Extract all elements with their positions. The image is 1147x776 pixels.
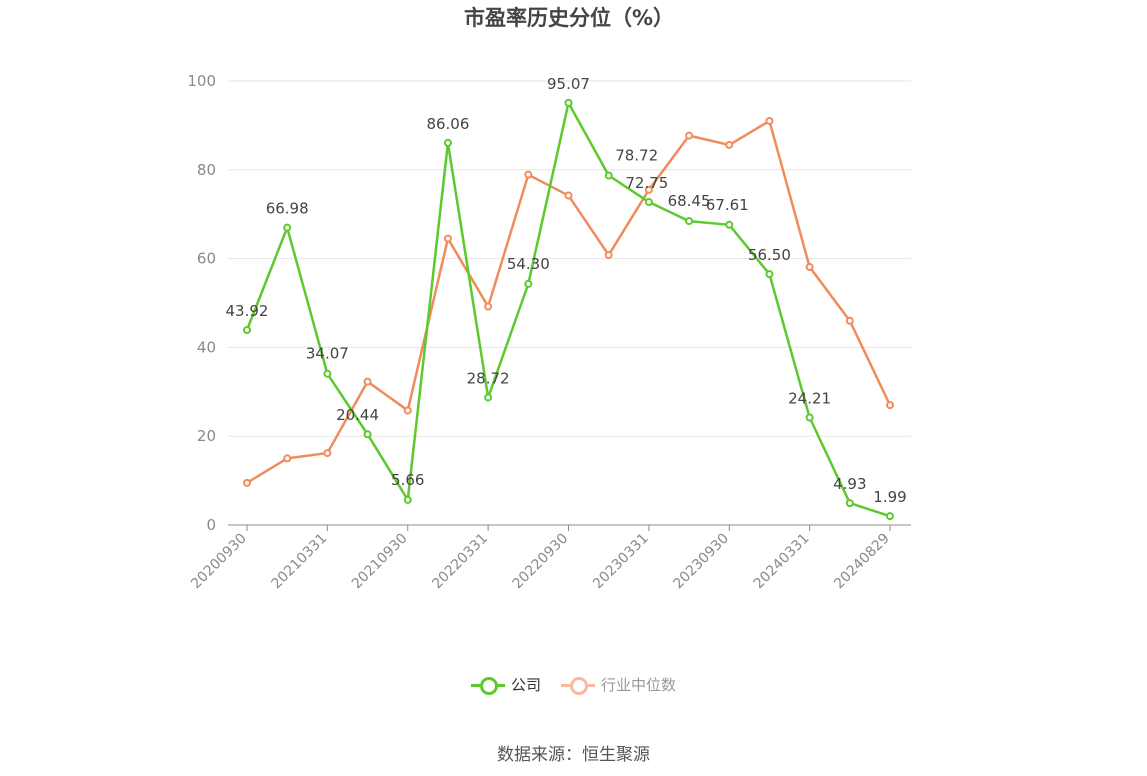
grid bbox=[228, 80, 911, 437]
legend: 公司 行业中位数 bbox=[0, 674, 1147, 695]
x-tick-label: 20240331 bbox=[751, 531, 813, 593]
x-tick-label: 20210331 bbox=[268, 531, 330, 593]
source-note: 数据来源：恒生聚源 bbox=[497, 745, 650, 765]
data-point-0 bbox=[243, 325, 251, 334]
chart-title: 市盈率历史分位（%） bbox=[463, 6, 675, 30]
data-point-0 bbox=[644, 197, 653, 206]
data-point-1 bbox=[564, 191, 573, 200]
series-line-1 bbox=[246, 119, 892, 484]
data-label: 66.98 bbox=[266, 200, 309, 218]
data-labels: 43.92 66.98 34.07 20.44 5.66 86.06 28.72 54.30 9… bbox=[226, 75, 907, 506]
data-point-0 bbox=[403, 495, 412, 504]
data-point-1 bbox=[685, 131, 694, 140]
data-point-0 bbox=[524, 279, 533, 288]
legend-item-company[interactable]: 公司 bbox=[470, 674, 541, 695]
data-point-0 bbox=[443, 138, 452, 147]
legend-label-industry-median: 行业中位数 bbox=[601, 676, 677, 694]
line-chart: 0 20 40 60 80 100 20200930 20210331 20210930 2022… bbox=[187, 72, 911, 592]
data-point-0 bbox=[363, 430, 372, 439]
data-point-1 bbox=[323, 449, 332, 458]
y-tick-label: 80 bbox=[197, 161, 216, 179]
data-label: 67.61 bbox=[706, 196, 749, 214]
x-tick-label: 20220331 bbox=[429, 531, 491, 593]
data-point-0 bbox=[886, 512, 894, 521]
y-tick-label: 0 bbox=[206, 516, 216, 534]
y-tick-label: 40 bbox=[197, 338, 216, 356]
data-label: 1.99 bbox=[873, 488, 906, 506]
data-point-1 bbox=[886, 401, 894, 410]
data-point-0 bbox=[725, 220, 734, 229]
data-point-1 bbox=[283, 454, 292, 463]
data-label: 5.66 bbox=[391, 471, 424, 489]
data-point-0 bbox=[283, 223, 292, 232]
data-label: 24.21 bbox=[788, 390, 831, 408]
data-label: 68.45 bbox=[668, 192, 711, 210]
data-label: 4.93 bbox=[833, 475, 866, 493]
data-point-0 bbox=[323, 369, 332, 378]
data-label: 43.92 bbox=[226, 302, 269, 320]
data-point-1 bbox=[524, 170, 533, 179]
data-point-1 bbox=[363, 377, 372, 386]
data-point-1 bbox=[644, 185, 653, 194]
data-label: 34.07 bbox=[306, 345, 349, 363]
data-point-1 bbox=[403, 406, 412, 415]
y-tick-label: 20 bbox=[197, 427, 216, 445]
data-label: 20.44 bbox=[336, 406, 379, 424]
x-tick-label: 20210930 bbox=[349, 531, 411, 593]
data-point-1 bbox=[604, 251, 613, 260]
data-point-1 bbox=[765, 116, 774, 125]
data-point-1 bbox=[443, 234, 452, 243]
data-point-0 bbox=[564, 98, 573, 107]
data-label: 78.72 bbox=[615, 146, 658, 164]
data-point-1 bbox=[484, 302, 493, 311]
y-tick-label: 100 bbox=[187, 72, 216, 90]
data-point-0 bbox=[805, 413, 814, 422]
data-point-0 bbox=[685, 217, 694, 226]
data-label: 54.30 bbox=[507, 255, 550, 273]
data-label: 28.72 bbox=[467, 369, 510, 387]
legend-label-company: 公司 bbox=[510, 676, 541, 694]
x-tick-label: 20220930 bbox=[510, 531, 572, 593]
x-tick-label: 20200930 bbox=[188, 531, 250, 593]
data-point-0 bbox=[845, 499, 854, 508]
legend-item-industry-median[interactable]: 行业中位数 bbox=[561, 674, 676, 695]
data-point-1 bbox=[845, 316, 854, 325]
x-tick-label: 20240829 bbox=[831, 531, 893, 593]
series-layer bbox=[243, 98, 894, 521]
legend-swatch-industry-median-icon bbox=[561, 675, 595, 695]
x-tick-label: 20230930 bbox=[670, 531, 732, 593]
data-label: 95.07 bbox=[547, 75, 590, 93]
y-tick-label: 60 bbox=[197, 250, 216, 268]
legend-swatch-company-icon bbox=[470, 675, 505, 695]
data-point-0 bbox=[484, 393, 493, 402]
x-tick-label: 20230331 bbox=[590, 531, 652, 593]
data-point-1 bbox=[805, 263, 814, 272]
data-label: 72.75 bbox=[625, 174, 668, 192]
data-point-1 bbox=[725, 140, 734, 149]
axes: 0 20 40 60 80 100 20200930 20210331 20210930 2022… bbox=[187, 72, 911, 592]
series-line-0 bbox=[245, 101, 891, 518]
data-point-0 bbox=[604, 171, 613, 180]
data-label: 56.50 bbox=[748, 246, 791, 264]
data-label: 86.06 bbox=[426, 115, 469, 133]
data-point-1 bbox=[243, 478, 251, 487]
data-point-0 bbox=[765, 270, 774, 279]
